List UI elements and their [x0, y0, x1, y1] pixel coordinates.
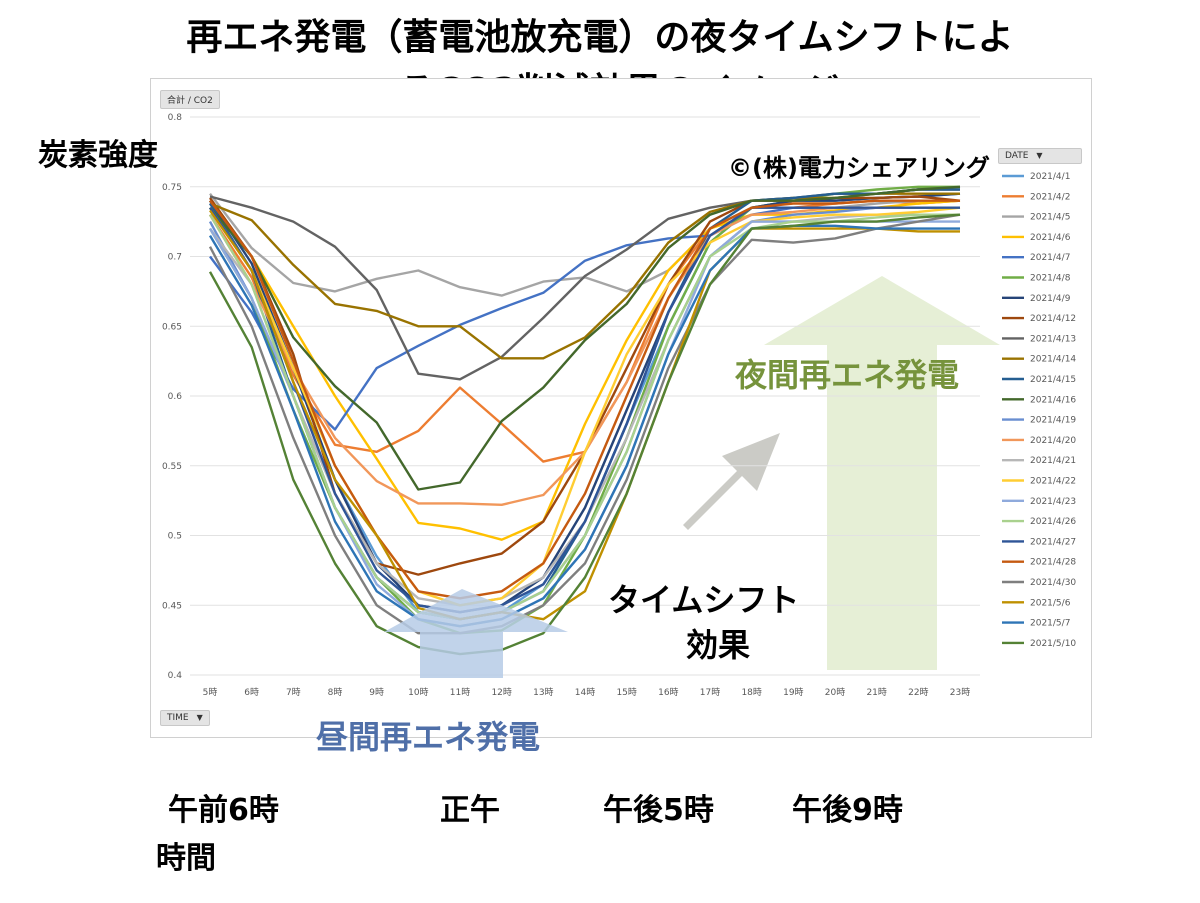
time-marker-noon: 正午	[440, 793, 500, 828]
chart-title-line-1: 再エネ発電（蓄電池放充電）の夜タイムシフトによ	[186, 17, 1014, 58]
x-tick-label: 7時	[286, 687, 301, 698]
chart-series-lines	[208, 185, 961, 656]
legend-entry: 2021/5/10	[1030, 639, 1076, 649]
date-filter-label: DATE	[1005, 151, 1029, 161]
legend-entry: 2021/4/2	[1030, 192, 1070, 202]
x-tick-label: 6時	[244, 687, 259, 698]
x-tick-label: 20時	[825, 687, 845, 698]
x-tick-label: 23時	[950, 687, 970, 698]
y-tick-labels: 0.4 0.45 0.5 0.55 0.6 0.65 0.7 0.75 0.8	[162, 113, 182, 681]
x-tick-label: 14時	[575, 687, 595, 698]
time-marker-6am: 午前6時	[168, 793, 279, 828]
x-tick-label: 9時	[369, 687, 384, 698]
legend-entry: 2021/4/19	[1030, 416, 1076, 426]
x-tick-label: 13時	[533, 687, 553, 698]
y-tick-label: 0.45	[162, 601, 182, 611]
legend-entry: 2021/4/6	[1030, 233, 1071, 243]
y-tick-label: 0.7	[168, 253, 182, 263]
legend-entry: 2021/4/23	[1030, 497, 1076, 507]
legend-entry: 2021/4/12	[1030, 314, 1076, 324]
series-line	[208, 213, 961, 635]
value-field-label: 合計 / CO2	[167, 96, 213, 106]
x-tick-label: 17時	[700, 687, 720, 698]
x-tick-label: 10時	[408, 687, 428, 698]
x-tick-label: 5時	[203, 687, 218, 698]
legend-entry: 2021/4/5	[1030, 213, 1070, 223]
legend-entry: 2021/4/30	[1030, 578, 1076, 588]
night-renewable-label: 夜間再エネ発電	[735, 356, 960, 394]
time-marker-9pm: 午後9時	[792, 793, 903, 828]
time-filter-label: TIME	[167, 713, 189, 723]
time-shift-label-line-2: 効果	[686, 626, 751, 664]
value-field-button[interactable]: 合計 / CO2	[160, 90, 220, 109]
legend-entry: 2021/4/14	[1030, 355, 1076, 365]
dropdown-arrow-icon: ▼	[1036, 151, 1043, 160]
copyright-notice: ©(株)電力シェアリング	[728, 154, 990, 182]
y-tick-label: 0.4	[168, 671, 183, 681]
legend-entry: 2021/4/7	[1030, 253, 1070, 263]
x-tick-label: 21時	[866, 687, 886, 698]
y-tick-label: 0.6	[168, 392, 183, 402]
legend-entry: 2021/5/6	[1030, 598, 1071, 608]
x-axis-title: 時間	[156, 841, 216, 876]
series-line	[208, 224, 960, 628]
y-tick-label: 0.55	[162, 462, 182, 472]
x-tick-label: 15時	[616, 687, 636, 698]
legend-entry: 2021/4/26	[1030, 517, 1076, 527]
annotation-overlay	[384, 589, 568, 678]
time-shift-label-line-1: タイムシフト	[608, 581, 800, 619]
series-line	[208, 213, 961, 656]
series-line	[209, 185, 961, 491]
y-tick-label: 0.5	[168, 532, 182, 542]
x-tick-label: 8時	[328, 687, 343, 698]
legend-entry: 2021/4/9	[1030, 294, 1071, 304]
night-up-arrow	[764, 276, 1000, 670]
legend-entry: 2021/4/8	[1030, 274, 1071, 284]
daytime-up-arrow	[384, 589, 568, 678]
legend-entry: 2021/4/20	[1030, 436, 1076, 446]
legend-entry: 2021/4/21	[1030, 456, 1076, 466]
legend-entry: 2021/4/22	[1030, 477, 1076, 487]
legend-entry: 2021/4/27	[1030, 537, 1076, 547]
series-line	[209, 206, 960, 614]
dropdown-arrow-icon: ▼	[196, 713, 203, 722]
time-marker-5pm: 午後5時	[603, 793, 714, 828]
legend-entry: 2021/4/13	[1030, 334, 1076, 344]
date-filter-button[interactable]: DATE ▼	[998, 148, 1082, 164]
legend-entry: 2021/4/1	[1030, 172, 1070, 182]
time-shift-arrow	[643, 433, 780, 530]
legend-entry: 2021/4/28	[1030, 558, 1076, 568]
x-tick-label: 18時	[741, 687, 761, 698]
y-axis-title: 炭素強度	[38, 138, 158, 173]
time-filter-button[interactable]: TIME ▼	[160, 710, 210, 726]
y-tick-label: 0.8	[168, 113, 183, 123]
series-line	[209, 209, 960, 621]
daytime-renewable-label: 昼間再エネ発電	[316, 718, 541, 756]
x-tick-label: 19時	[783, 687, 803, 698]
series-line	[209, 199, 961, 541]
legend-entry: 2021/4/16	[1030, 395, 1076, 405]
y-tick-label: 0.75	[162, 183, 182, 193]
x-tick-label: 11時	[450, 687, 470, 698]
legend-entry: 2021/5/7	[1030, 619, 1070, 629]
x-tick-label: 12時	[491, 687, 511, 698]
x-tick-label: 16時	[658, 687, 678, 698]
y-tick-label: 0.65	[162, 322, 182, 332]
legend-entry: 2021/4/15	[1030, 375, 1076, 385]
x-tick-label: 22時	[908, 687, 928, 698]
x-tick-labels: 5時 6時 7時 8時 9時 10時 11時 12時 13時 14時 15時 16時 17時 18時 19時…	[203, 687, 971, 698]
series-line	[209, 199, 960, 600]
chart-legend: 2021/4/1 2021/4/2 2021/4/5 2021/4/6 2021/4/7…	[1002, 172, 1076, 649]
annotation-arrows	[643, 276, 1000, 670]
